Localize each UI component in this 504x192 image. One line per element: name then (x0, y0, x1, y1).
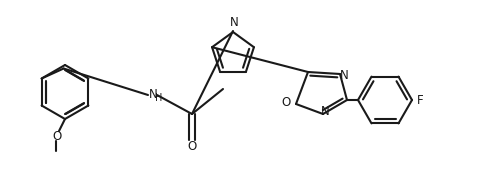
Text: N: N (321, 105, 330, 118)
Text: N: N (149, 88, 158, 100)
Text: O: O (282, 95, 291, 108)
Text: O: O (52, 131, 61, 143)
Text: H: H (155, 93, 162, 103)
Text: F: F (417, 94, 424, 107)
Text: N: N (230, 16, 238, 29)
Text: O: O (187, 141, 197, 153)
Text: N: N (340, 69, 348, 82)
